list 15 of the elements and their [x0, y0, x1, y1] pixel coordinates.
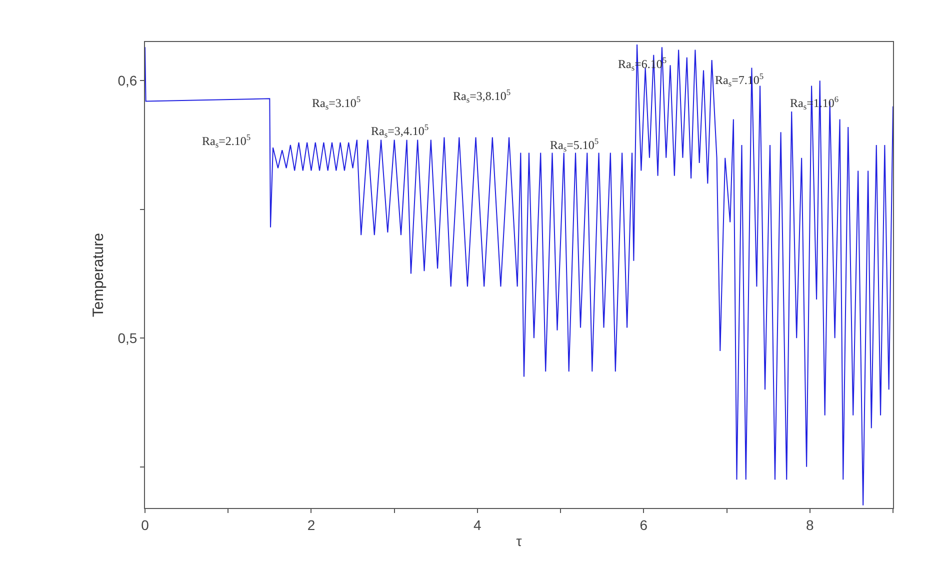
y-axis-title: Temperature: [90, 232, 107, 318]
line-series: [145, 44, 893, 506]
annotation: Ra$_{s}$=3,4.10$^{5}$: [371, 123, 429, 140]
y-tick-label: 0,5: [118, 330, 138, 346]
x-tick-label: 2: [307, 516, 316, 533]
y-tick-label: 0,6: [118, 72, 138, 89]
x-tick-label: 0: [141, 516, 150, 533]
x-tick-label: 4: [474, 516, 482, 533]
annotation: Ra$_{s}$=2.10$^{5}$: [202, 133, 251, 150]
x-tick-label: 8: [806, 516, 814, 533]
x-axis-title: τ: [516, 533, 522, 550]
annotation: Ra$_{s}$=3,8.10$^{5}$: [453, 88, 511, 105]
x-tick-label: 6: [640, 516, 648, 533]
annotation: Ra$_{s}$=3.10$^{5}$: [312, 95, 361, 112]
annotation: Ra$_{s}$=5.10$^{5}$: [550, 137, 599, 154]
